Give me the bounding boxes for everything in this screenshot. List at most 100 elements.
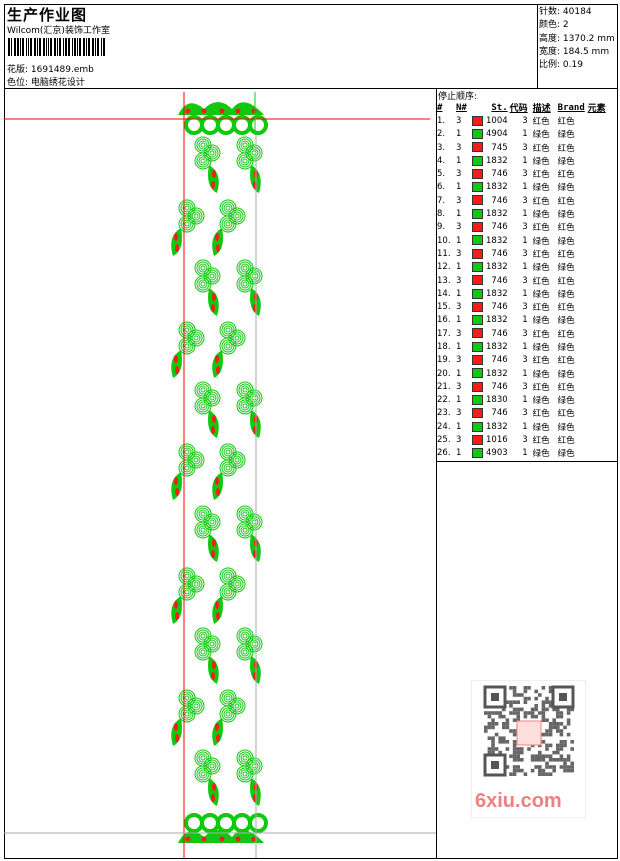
needle: 1 — [456, 209, 462, 220]
table-row: 22. 1 1830 1 绿色 绿色 — [437, 394, 608, 407]
swirl — [200, 387, 206, 393]
color-swatch — [472, 154, 486, 167]
swatch — [472, 421, 483, 432]
swirl — [184, 711, 190, 717]
stat-3: 宽度: 184.5 mm — [539, 46, 615, 59]
swirl — [193, 457, 199, 463]
leaf-accent — [212, 170, 216, 178]
needle: 3 — [456, 169, 462, 180]
table-divider — [436, 88, 437, 859]
element — [588, 380, 608, 393]
description: 红色 — [532, 329, 550, 340]
swirl — [240, 509, 250, 519]
stitches: 1832 — [486, 209, 508, 220]
needle: 1 — [456, 421, 462, 432]
stat-value: 184.5 mm — [562, 46, 610, 57]
swirl — [225, 711, 231, 717]
swirl — [234, 457, 240, 463]
swirl — [234, 335, 240, 341]
swirl — [180, 339, 194, 353]
element — [588, 354, 608, 367]
brand: 红色 — [557, 116, 575, 127]
swirl — [240, 753, 250, 763]
swirl — [198, 647, 208, 657]
leaf — [212, 228, 223, 256]
element — [588, 261, 608, 274]
element — [588, 433, 608, 446]
swirl — [238, 277, 252, 291]
swirl — [180, 585, 194, 599]
file-value: 1691489.emb — [30, 65, 94, 75]
swirl — [198, 753, 208, 763]
swirl — [184, 327, 190, 333]
brand: 红色 — [557, 329, 575, 340]
swirl — [230, 331, 244, 345]
swirl — [194, 397, 212, 415]
swirl — [247, 391, 261, 405]
code: 3 — [522, 115, 528, 126]
swirl — [251, 273, 257, 279]
color-swatch — [472, 207, 486, 220]
swirl — [184, 449, 190, 455]
swirl — [194, 643, 212, 661]
element — [588, 114, 608, 127]
description: 红色 — [532, 303, 550, 314]
leaf — [250, 534, 261, 562]
swatch — [472, 394, 483, 405]
element — [588, 274, 608, 287]
swirl — [209, 273, 215, 279]
swirl — [242, 403, 248, 409]
column-header: N# — [456, 102, 467, 113]
row-index: 15. — [437, 302, 451, 313]
table-row: 15. 3 746 3 红色 红色 — [437, 300, 608, 313]
leaf-accent — [215, 355, 219, 363]
stitches: 1832 — [486, 235, 508, 246]
swirl — [221, 339, 235, 353]
column-header: Brand — [557, 102, 585, 113]
color-swatch — [472, 167, 486, 180]
swirl — [196, 383, 210, 397]
swirl — [240, 279, 250, 289]
swirl — [249, 761, 259, 771]
code: 1 — [522, 209, 528, 220]
stitches: 746 — [491, 248, 508, 259]
swirl — [238, 523, 252, 537]
code: 1 — [522, 129, 528, 140]
swirl — [238, 507, 252, 521]
swirl — [178, 337, 196, 355]
swirl — [230, 453, 244, 467]
swirl — [182, 219, 192, 229]
table-row: 4. 1 1832 1 绿色 绿色 — [437, 154, 608, 167]
embroidery-preview — [4, 92, 436, 858]
code: 1 — [522, 262, 528, 273]
swirl — [200, 527, 206, 533]
table-row: 14. 1 1832 1 绿色 绿色 — [437, 287, 608, 300]
barcode — [8, 38, 120, 56]
swirl — [182, 571, 192, 581]
element — [588, 300, 608, 313]
row-index: 7. — [437, 195, 446, 206]
swirl — [232, 211, 242, 221]
code: 1 — [522, 421, 528, 432]
color-swatch — [472, 287, 486, 300]
leaf-accent — [174, 723, 178, 731]
code: 3 — [522, 302, 528, 313]
leaf-accent — [216, 734, 220, 742]
leaf — [171, 350, 182, 378]
brand: 红色 — [557, 170, 575, 181]
description: 绿色 — [532, 449, 550, 460]
needle: 3 — [456, 248, 462, 259]
row-index: 21. — [437, 381, 451, 392]
leaf-accent — [174, 477, 178, 485]
stitches: 1832 — [486, 421, 508, 432]
border-accent — [201, 108, 207, 114]
swirl — [193, 703, 199, 709]
stat-label: 比例: — [539, 60, 561, 71]
brand: 绿色 — [557, 210, 575, 221]
swirl — [238, 261, 252, 275]
leaf-accent — [211, 181, 215, 189]
file-label: 花版: — [7, 65, 29, 75]
swirl — [242, 771, 248, 777]
swirl — [205, 637, 219, 651]
swirl — [221, 201, 235, 215]
